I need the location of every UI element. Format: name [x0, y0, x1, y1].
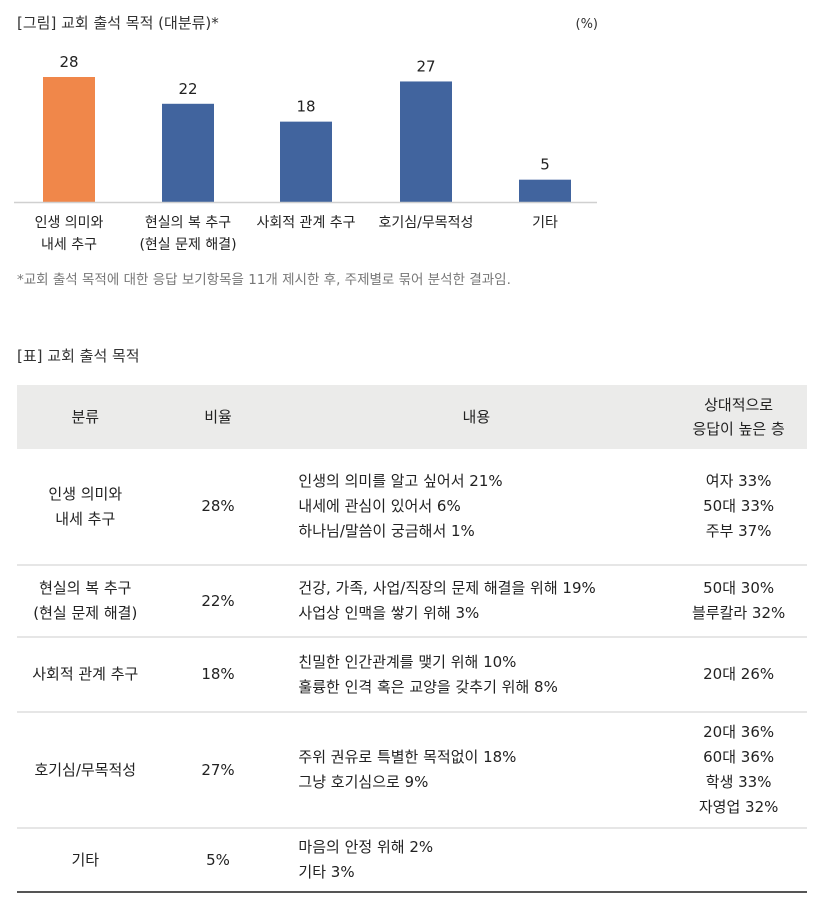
groups-cell: 여자 33% 50대 33% 주부 37% [670, 449, 807, 566]
cell-line: 건강, 가족, 사업/직장의 문제 해결을 위해 19% [298, 579, 596, 597]
cell-line: 60대 36% [703, 748, 775, 766]
cell-line: 주부 37% [705, 522, 772, 540]
rate-cell: 28% [153, 449, 283, 566]
cell-line: 20대 26% [703, 665, 775, 683]
cell-line: 하나님/말씀이 궁금해서 1% [298, 522, 475, 540]
chart-unit: (%) [575, 17, 599, 32]
x-tick-label: 기타 [532, 215, 558, 231]
cell-line: 28% [201, 497, 235, 515]
x-tick-label: 호기심/무목적성 [379, 215, 474, 231]
table-row: 현실의 복 추구 (현실 문제 해결) 22% 건강, 가족, 사업/직장의 문제 해… [17, 565, 807, 638]
cell-line: 주위 권유로 특별한 목적없이 18% [298, 748, 517, 766]
rate-cell: 18% [153, 637, 283, 713]
cell-line: 인생의 의미를 알고 싶어서 21% [298, 472, 503, 490]
cell-line: 내세에 관심이 있어서 6% [298, 497, 461, 515]
data-label: 28 [59, 53, 78, 71]
data-label: 27 [416, 57, 435, 75]
x-tick-label: 현실의 복 추구 [145, 215, 231, 231]
content-cell: 친밀한 인간관계를 맺기 위해 10% 훌륭한 인격 혹은 교양을 갖추기 위해 … [282, 637, 671, 713]
table-row: 기타 5% 마음의 안정 위해 2% 기타 3% [17, 828, 807, 893]
rate-cell: 22% [153, 565, 283, 638]
content-cell: 주위 권유로 특별한 목적없이 18% 그냥 호기심으로 9% [282, 712, 671, 829]
bar [519, 179, 571, 202]
cell-line: 친밀한 인간관계를 맺기 위해 10% [298, 652, 517, 671]
content-cell: 인생의 의미를 알고 싶어서 21% 내세에 관심이 있어서 6% 하나님/말씀이 … [282, 449, 671, 566]
cell-line: 50대 33% [703, 497, 775, 515]
column-header: 상대적으로 응답이 높은 층 [670, 385, 807, 449]
cell-line: 18% [201, 665, 235, 683]
groups-cell [670, 828, 807, 893]
cell-line: 자영업 32% [698, 798, 779, 816]
cell-line: 기타 3% [298, 863, 355, 881]
x-tick-label: 인생 의미와 [35, 215, 104, 231]
cell-line: 그냥 호기심으로 9% [298, 773, 429, 791]
category-cell: 호기심/무목적성 [17, 712, 154, 829]
cell-line: 인생 의미와 [48, 484, 123, 503]
table-title: [표] 교회 출석 목적 [17, 347, 140, 365]
content-cell: 건강, 가족, 사업/직장의 문제 해결을 위해 19% 사업상 인맥을 쌓기 위… [282, 565, 671, 638]
cell-line: 사회적 관계 추구 [32, 665, 139, 683]
chart-title: [그림] 교회 출석 목적 (대분류)* [17, 14, 219, 32]
data-label: 18 [296, 98, 315, 116]
category-cell: 사회적 관계 추구 [17, 637, 154, 713]
cell-line: 여자 33% [705, 472, 772, 490]
x-tick-label: 내세 추구 [41, 237, 97, 253]
groups-cell: 20대 36% 60대 36% 학생 33% 자영업 32% [670, 712, 807, 829]
column-header: 내용 [282, 385, 671, 449]
column-header: 비율 [153, 385, 283, 449]
cell-line: 현실의 복 추구 [39, 579, 132, 597]
groups-cell: 20대 26% [670, 637, 807, 713]
cell-line: 기타 [71, 850, 100, 869]
cell-line: 5% [206, 850, 230, 869]
bar [162, 103, 214, 202]
data-label: 22 [178, 80, 197, 98]
groups-cell: 50대 30% 블루칼라 32% [670, 565, 807, 638]
rate-cell: 5% [153, 828, 283, 893]
cell-line: 훌륭한 인격 혹은 교양을 갖추기 위해 8% [298, 677, 558, 696]
x-tick-label: 사회적 관계 추구 [256, 215, 355, 231]
table-row: 호기심/무목적성 27% 주위 권유로 특별한 목적없이 18% 그냥 호기심으로 9… [17, 712, 807, 829]
cell-line: 27% [201, 760, 235, 779]
cell-line: 50대 30% [703, 579, 775, 597]
table-header: 분류 비율 내용 상대적으로 응답이 높은 층 [17, 385, 807, 449]
column-header: 분류 [17, 385, 154, 449]
bar [280, 121, 332, 202]
category-cell: 현실의 복 추구 (현실 문제 해결) [17, 565, 154, 638]
content-cell: 마음의 안정 위해 2% 기타 3% [282, 828, 671, 893]
cell-line: 사업상 인맥을 쌓기 위해 3% [298, 604, 480, 622]
cell-line: 20대 36% [703, 723, 775, 741]
rate-cell: 27% [153, 712, 283, 829]
cell-line: 마음의 안정 위해 2% [298, 838, 434, 856]
cell-line: 학생 33% [705, 773, 772, 791]
table-row: 사회적 관계 추구 18% 친밀한 인간관계를 맺기 위해 10% 훌륭한 인격 혹은… [17, 637, 807, 713]
x-tick-label: (현실 문제 해결) [139, 237, 236, 253]
data-label: 5 [540, 156, 550, 174]
cell-line: 내세 추구 [55, 509, 116, 528]
category-cell: 기타 [17, 828, 154, 893]
cell-line: 22% [201, 591, 235, 610]
bar [400, 81, 452, 202]
cell-line: 블루칼라 32% [691, 604, 786, 622]
cell-line: (현실 문제 해결) [33, 604, 138, 622]
bar [43, 77, 95, 202]
cell-line: 호기심/무목적성 [34, 760, 137, 779]
chart-footnote: *교회 출석 목적에 대한 응답 보기항목을 11개 제시한 후, 주제별로 묶… [17, 272, 511, 288]
